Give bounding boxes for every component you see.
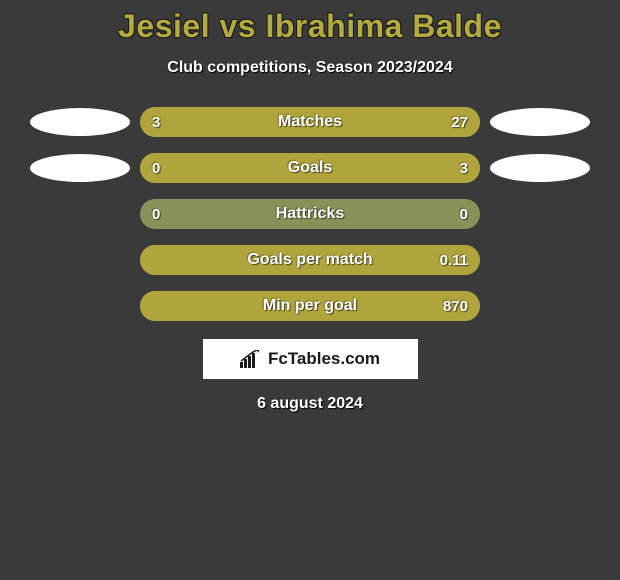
page-title: Jesiel vs Ibrahima Balde [0, 8, 620, 45]
stat-label: Goals per match [140, 245, 480, 275]
stat-rows: 327Matches 03Goals 00Hattricks 0.11Goals pe… [0, 107, 620, 321]
chart-icon [240, 350, 262, 368]
stat-row: 03Goals [0, 153, 620, 183]
stat-row: 327Matches [0, 107, 620, 137]
stat-bar: 327Matches [140, 107, 480, 137]
logo-box: FcTables.com [203, 339, 418, 379]
comparison-infographic: Jesiel vs Ibrahima Balde Club competitio… [0, 0, 620, 413]
stat-bar: 870Min per goal [140, 291, 480, 321]
stat-row: 870Min per goal [0, 291, 620, 321]
logo-text: FcTables.com [268, 349, 380, 369]
stat-label: Min per goal [140, 291, 480, 321]
stat-label: Hattricks [140, 199, 480, 229]
player-right-marker [490, 108, 590, 136]
stat-row: 00Hattricks [0, 199, 620, 229]
date-label: 6 august 2024 [0, 395, 620, 413]
stat-bar: 03Goals [140, 153, 480, 183]
stat-label: Matches [140, 107, 480, 137]
player-left-marker [30, 108, 130, 136]
player-left-marker [30, 154, 130, 182]
stat-bar: 00Hattricks [140, 199, 480, 229]
stat-label: Goals [140, 153, 480, 183]
stat-bar: 0.11Goals per match [140, 245, 480, 275]
player-right-marker [490, 154, 590, 182]
subtitle: Club competitions, Season 2023/2024 [0, 59, 620, 77]
stat-row: 0.11Goals per match [0, 245, 620, 275]
